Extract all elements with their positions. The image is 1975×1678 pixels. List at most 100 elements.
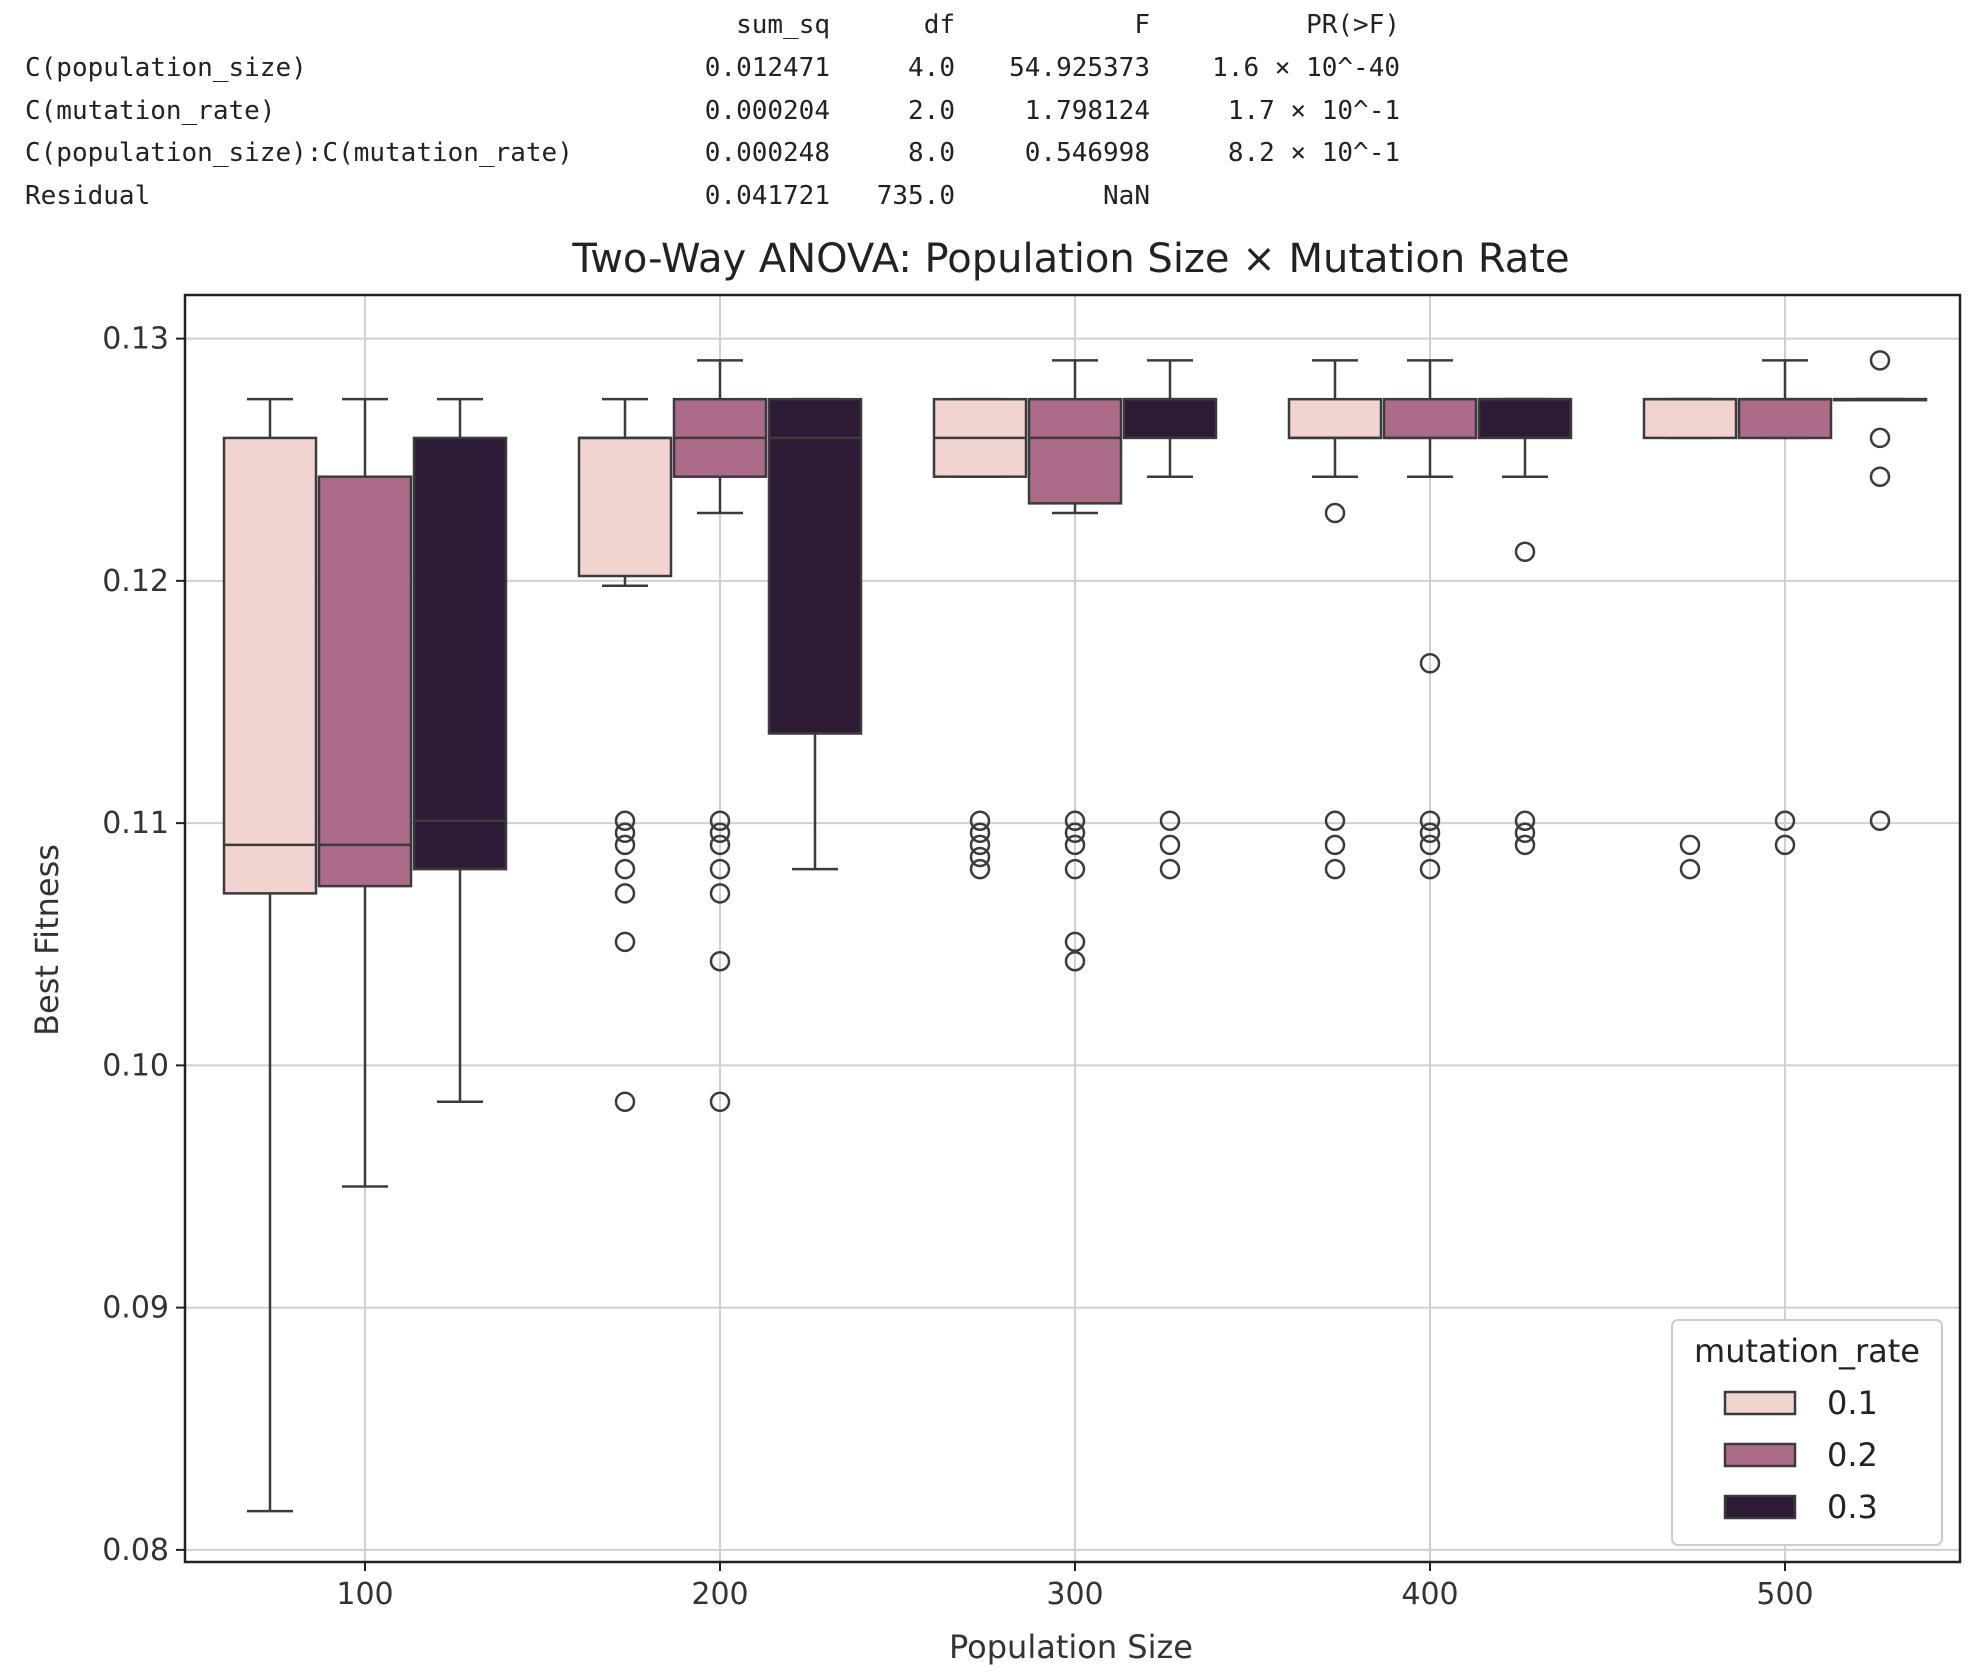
x-tick-label: 300 — [1046, 1577, 1103, 1612]
legend-title: mutation_rate — [1694, 1332, 1920, 1370]
anova-row-label: C(population_size) — [25, 53, 307, 83]
legend-entry-label: 0.2 — [1827, 1436, 1878, 1474]
outlier-point — [1159, 810, 1181, 831]
outlier-point — [1419, 652, 1441, 674]
outlier-point — [1419, 834, 1441, 856]
y-axis-label: Best Fitness — [28, 844, 66, 1036]
outlier-point — [969, 858, 991, 880]
outlier-point — [1514, 822, 1536, 844]
box-0.3-500 — [1832, 350, 1928, 831]
y-tick-label: 0.10 — [102, 1048, 169, 1083]
legend-entry-label: 0.3 — [1827, 1488, 1878, 1526]
anova-cell-df: 735.0 — [877, 181, 955, 211]
outlier-point — [1064, 810, 1086, 831]
anova-cell-p: 8.2 × 10^-1 — [1228, 138, 1400, 168]
outlier-point — [1869, 427, 1891, 449]
axis-layer: 0.08 0.09 0.10 0.11 0.12 0.13 100 200 300 400 500 — [102, 293, 1962, 1612]
y-tick-label: 0.09 — [102, 1291, 169, 1326]
outlier-point — [1324, 502, 1346, 524]
anova-header-f: F — [1134, 10, 1150, 40]
grid-layer — [185, 295, 1960, 1562]
outlier-point — [709, 950, 731, 972]
anova-header-p: PR(>F) — [1306, 10, 1400, 40]
box-layer — [222, 350, 1928, 1513]
box-0.3-300 — [1122, 359, 1218, 880]
outlier-point — [709, 822, 731, 844]
outlier-point — [1324, 834, 1346, 856]
outlier-point — [614, 834, 636, 856]
box-0.1-300 — [932, 397, 1028, 880]
outlier-point — [1774, 810, 1796, 831]
anova-row-label: Residual — [25, 181, 150, 211]
outlier-point — [709, 883, 731, 904]
anova-cell-sum-sq: 0.000204 — [705, 96, 830, 126]
anova-header-df: df — [924, 10, 955, 40]
plot-frame — [183, 293, 1962, 1564]
anova-header-sum-sq: sum_sq — [736, 10, 830, 40]
y-tick-label: 0.08 — [102, 1533, 169, 1568]
box-0.1-100 — [222, 397, 318, 1513]
outlier-point — [614, 883, 636, 904]
box-0.1-500 — [1642, 397, 1738, 880]
anova-cell-p: 1.7 × 10^-1 — [1228, 96, 1400, 126]
anova-cell-df: 2.0 — [908, 96, 955, 126]
outlier-point — [1869, 810, 1891, 831]
box-body — [1832, 397, 1928, 402]
box-body — [1477, 397, 1573, 440]
box-0.2-200 — [672, 359, 768, 1112]
anova-cell-p: 1.6 × 10^-40 — [1212, 53, 1400, 83]
outlier-point — [969, 846, 991, 868]
outlier-point — [1324, 810, 1346, 831]
y-tick-label: 0.13 — [102, 322, 169, 357]
anova-cell-sum-sq: 0.012471 — [705, 53, 830, 83]
legend: mutation_rate 0.1 0.2 0.3 — [1671, 1319, 1943, 1546]
legend-frame — [1671, 1319, 1943, 1546]
box-body — [1122, 397, 1218, 440]
anova-cell-sum-sq: 0.041721 — [705, 181, 830, 211]
outlier-point — [1159, 858, 1181, 880]
outlier-point — [1869, 350, 1891, 371]
anova-cell-f: 1.798124 — [1025, 96, 1150, 126]
outlier-point — [1514, 541, 1536, 563]
box-0.1-200 — [577, 397, 673, 1112]
anova-cell-df: 8.0 — [908, 138, 955, 168]
outlier-point — [1679, 858, 1701, 880]
box-body — [1027, 397, 1123, 505]
outlier-point — [969, 810, 991, 831]
x-axis-label: Population Size — [949, 1628, 1193, 1666]
x-tick-label: 400 — [1401, 1577, 1458, 1612]
outlier-point — [1679, 834, 1701, 856]
box-body — [577, 436, 673, 578]
outlier-point — [614, 810, 636, 831]
y-tick-label: 0.11 — [102, 806, 169, 841]
box-0.1-400 — [1287, 359, 1383, 880]
box-body — [412, 436, 508, 871]
box-body — [1642, 397, 1738, 440]
box-body — [932, 397, 1028, 478]
outlier-point — [709, 1091, 731, 1112]
outlier-point — [614, 931, 636, 953]
box-body — [1737, 397, 1833, 440]
outlier-point — [1514, 834, 1536, 856]
box-0.3-200 — [767, 397, 863, 871]
x-tick-label: 200 — [691, 1577, 748, 1612]
legend-swatch — [1723, 1390, 1797, 1416]
anova-row-label: C(population_size):C(mutation_rate) — [25, 138, 573, 168]
outlier-point — [1064, 822, 1086, 844]
box-0.2-500 — [1737, 359, 1833, 856]
legend-swatch — [1723, 1494, 1797, 1520]
outlier-point — [1064, 858, 1086, 880]
outlier-point — [969, 822, 991, 844]
anova-cell-sum-sq: 0.000248 — [705, 138, 830, 168]
outlier-point — [1324, 858, 1346, 880]
x-tick-label: 500 — [1756, 1577, 1813, 1612]
box-body — [1287, 397, 1383, 440]
anova-cell-f: 54.925373 — [1009, 53, 1150, 83]
outlier-point — [1064, 931, 1086, 953]
outlier-point — [614, 822, 636, 844]
anova-cell-df: 4.0 — [908, 53, 955, 83]
box-0.2-100 — [317, 397, 413, 1188]
outlier-point — [1419, 810, 1441, 831]
box-body — [317, 475, 413, 888]
